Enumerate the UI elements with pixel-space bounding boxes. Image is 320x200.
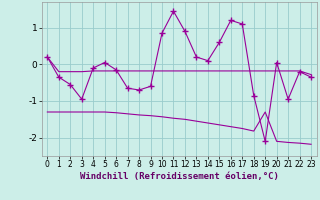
X-axis label: Windchill (Refroidissement éolien,°C): Windchill (Refroidissement éolien,°C) bbox=[80, 172, 279, 181]
